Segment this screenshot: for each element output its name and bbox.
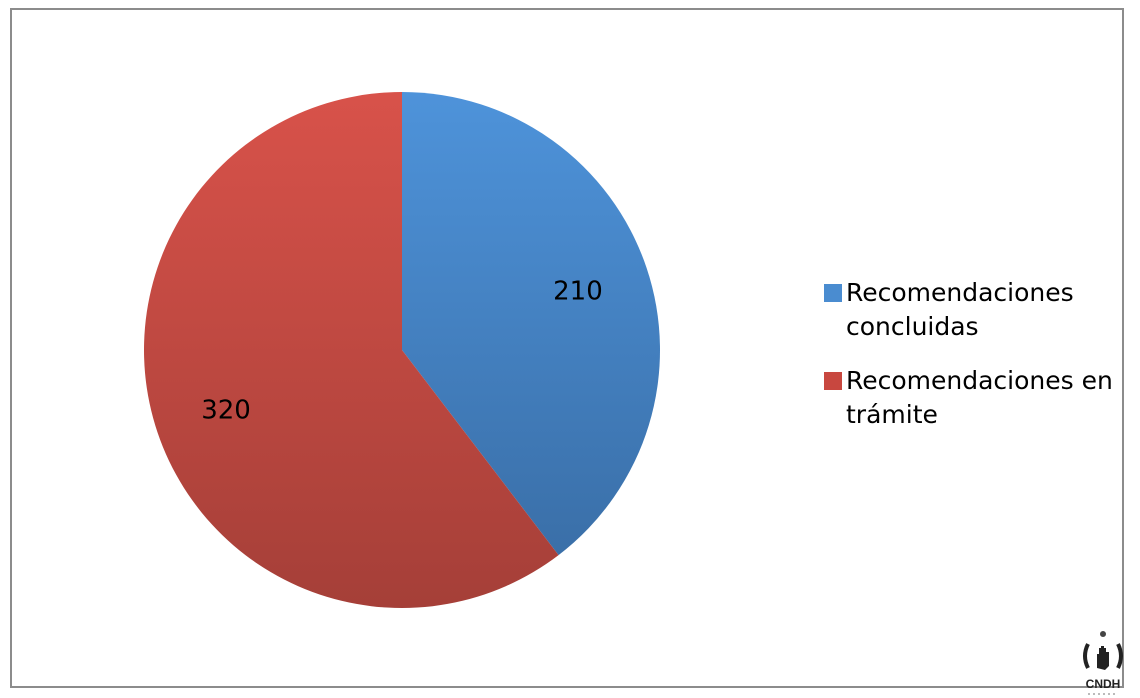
pie-slice-concluidas	[402, 92, 661, 556]
pie-chart: 210 320	[143, 91, 661, 608]
logo-text: CNDH	[1086, 677, 1121, 691]
data-label-concluidas: 210	[553, 277, 603, 307]
legend-label-tramite: Recomendaciones en trámite	[846, 366, 1113, 429]
legend: Recomendaciones concluidas Recomendacion…	[818, 276, 1118, 452]
legend-item-concluidas: Recomendaciones concluidas	[818, 276, 1118, 344]
cndh-hand-logo-icon: CNDH	[1083, 631, 1123, 695]
data-label-tramite: 320	[201, 395, 251, 425]
pie-slice-tramite	[143, 91, 559, 608]
legend-swatch-concluidas	[824, 284, 842, 302]
legend-label-concluidas: Recomendaciones concluidas	[846, 278, 1074, 341]
legend-item-tramite: Recomendaciones en trámite	[818, 364, 1118, 432]
chart-frame: 210 320 Recomendaciones concluidas Recome…	[10, 8, 1124, 695]
legend-swatch-tramite	[824, 372, 842, 390]
